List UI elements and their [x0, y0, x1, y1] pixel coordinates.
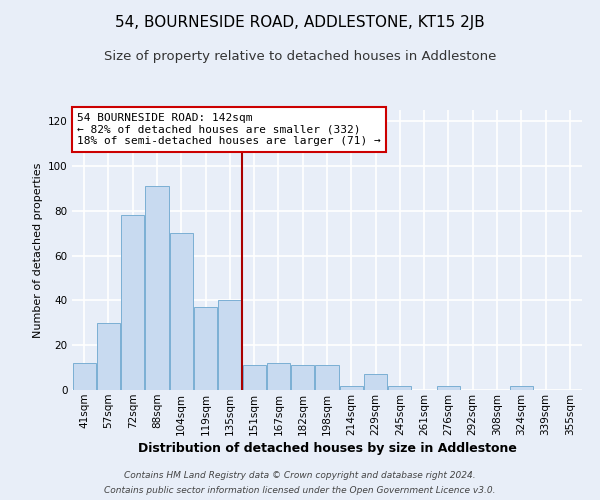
Text: Contains public sector information licensed under the Open Government Licence v3: Contains public sector information licen…: [104, 486, 496, 495]
Y-axis label: Number of detached properties: Number of detached properties: [32, 162, 43, 338]
Bar: [242, 366, 266, 390]
Bar: [510, 386, 533, 390]
Bar: [218, 300, 241, 390]
Bar: [437, 386, 460, 390]
Bar: [267, 363, 290, 390]
Bar: [340, 386, 363, 390]
Text: Contains HM Land Registry data © Crown copyright and database right 2024.: Contains HM Land Registry data © Crown c…: [124, 471, 476, 480]
Bar: [73, 363, 95, 390]
Bar: [121, 216, 144, 390]
Bar: [97, 323, 120, 390]
Text: Size of property relative to detached houses in Addlestone: Size of property relative to detached ho…: [104, 50, 496, 63]
Bar: [291, 366, 314, 390]
Text: 54, BOURNESIDE ROAD, ADDLESTONE, KT15 2JB: 54, BOURNESIDE ROAD, ADDLESTONE, KT15 2J…: [115, 15, 485, 30]
Bar: [145, 186, 169, 390]
X-axis label: Distribution of detached houses by size in Addlestone: Distribution of detached houses by size …: [137, 442, 517, 455]
Bar: [388, 386, 412, 390]
Bar: [316, 366, 338, 390]
Bar: [170, 233, 193, 390]
Text: 54 BOURNESIDE ROAD: 142sqm
← 82% of detached houses are smaller (332)
18% of sem: 54 BOURNESIDE ROAD: 142sqm ← 82% of deta…: [77, 113, 381, 146]
Bar: [194, 307, 217, 390]
Bar: [364, 374, 387, 390]
